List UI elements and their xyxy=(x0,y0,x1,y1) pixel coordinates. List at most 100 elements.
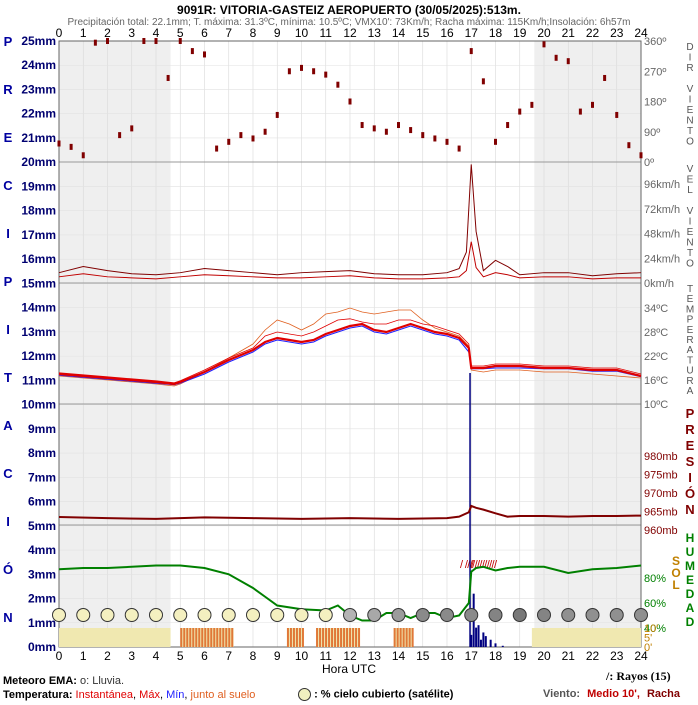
cloud-cover-circle xyxy=(124,608,139,622)
x-tick-label-top: 1 xyxy=(80,26,87,40)
cloud-cover-circle xyxy=(537,608,551,622)
x-tick-label-top: 8 xyxy=(250,26,257,40)
right-tick-label: 40% xyxy=(644,623,666,635)
precip-tick-label: 6mm xyxy=(28,495,56,509)
side-letter-right: Ó xyxy=(685,486,695,501)
x-tick-label-top: 19 xyxy=(513,26,527,40)
precip-tick-label: 3mm xyxy=(28,567,56,581)
viento-medio-label: Medio 10' xyxy=(587,688,637,700)
precip-tick-label: 0mm xyxy=(28,640,56,654)
precip-bar xyxy=(470,634,473,647)
wind-direction-mark xyxy=(142,38,146,44)
cloud-cover-circle xyxy=(609,608,624,622)
side-letter-right: A xyxy=(687,386,694,397)
side-letter-right: U xyxy=(686,545,695,559)
precip-bar xyxy=(477,625,480,647)
precip-tick-label: 25mm xyxy=(21,34,56,48)
cloud-cover-circle xyxy=(100,608,115,622)
x-axis-title: Hora UTC xyxy=(322,662,376,676)
cloud-cover-circle xyxy=(294,608,309,622)
radiation-bar xyxy=(192,628,195,647)
wind-direction-mark xyxy=(433,135,437,142)
right-tick-label: 80% xyxy=(644,573,666,585)
side-letter-left: C xyxy=(3,466,13,481)
right-tick-label: 965mb xyxy=(644,507,678,519)
x-tick-label-bottom: 5 xyxy=(177,649,184,663)
x-tick-label-top: 3 xyxy=(128,26,135,40)
rayo-mark: / xyxy=(471,559,475,571)
radiation-bar xyxy=(301,628,304,647)
precip-bar xyxy=(484,636,487,647)
side-letter-right: D xyxy=(686,615,695,629)
wind-direction-mark xyxy=(118,132,122,139)
wind-direction-mark xyxy=(421,132,425,139)
cloud-cover-circle xyxy=(197,608,212,622)
wind-direction-mark xyxy=(566,58,570,65)
precip-tick-label: 24mm xyxy=(21,58,56,72)
precip-tick-label: 18mm xyxy=(21,204,56,218)
footer-viento: Viento: Medio 10', Racha xyxy=(543,688,680,700)
x-tick-label-bottom: 13 xyxy=(368,649,382,663)
radiation-bar xyxy=(213,628,216,647)
radiation-bar xyxy=(408,628,411,647)
x-tick-label-top: 17 xyxy=(465,26,479,40)
precip-tick-label: 8mm xyxy=(28,446,56,460)
precip-tick-label: 5mm xyxy=(28,519,56,533)
cloud-cover-circle xyxy=(488,608,503,622)
x-tick-label-top: 23 xyxy=(610,26,624,40)
wind-direction-mark xyxy=(518,108,522,115)
radiation-bar xyxy=(331,628,334,647)
wind-direction-mark xyxy=(227,138,231,145)
precip-bar xyxy=(494,643,497,647)
viento-racha-label: Racha xyxy=(646,688,680,700)
temp-inst-line xyxy=(58,322,642,386)
wind-mean-line xyxy=(58,241,641,280)
side-letter-left: T xyxy=(4,370,12,385)
x-tick-label-bottom: 7 xyxy=(225,649,232,663)
insolation-bar xyxy=(286,628,304,647)
wind-direction-mark xyxy=(93,39,97,46)
x-tick-label-top: 2 xyxy=(104,26,111,40)
wind-direction-mark xyxy=(360,122,364,129)
wind-direction-mark xyxy=(348,98,352,105)
x-tick-label-bottom: 0 xyxy=(56,649,63,663)
precip-tick-label: 17mm xyxy=(21,228,56,242)
temp-max-line xyxy=(58,318,642,384)
radiation-bar xyxy=(352,628,355,647)
sun-tick-label: 0' xyxy=(644,642,652,654)
radiation-bar xyxy=(343,628,346,647)
cloud-cover-circle xyxy=(464,608,479,622)
precip-bar xyxy=(475,627,478,647)
radiation-bar xyxy=(358,628,361,647)
footer-temperatura: Temperatura: Instantánea, Máx, Mín, junt… xyxy=(3,689,256,701)
wind-direction-mark xyxy=(409,127,413,134)
side-letter-left: I xyxy=(6,514,10,529)
radiation-bar xyxy=(204,628,207,647)
radiation-bar xyxy=(393,628,396,647)
x-tick-label-top: 5 xyxy=(177,26,184,40)
wind-gust-line xyxy=(58,164,642,277)
side-letter-right: E xyxy=(687,227,694,238)
footer-meteoro: Meteoro EMA: o: Lluvia. xyxy=(3,675,124,687)
x-tick-label-bottom: 15 xyxy=(416,649,430,663)
precip-tick-label: 19mm xyxy=(21,179,56,193)
right-tick-label: 270º xyxy=(644,66,666,78)
x-tick-label-bottom: 23 xyxy=(610,649,624,663)
side-letter-right: E xyxy=(687,175,694,186)
side-letter-left: I xyxy=(6,322,10,337)
rayo-mark: / xyxy=(477,559,481,571)
rayo-mark: / xyxy=(494,559,498,571)
side-letter-left: R xyxy=(3,82,13,97)
side-letter-right: A xyxy=(687,345,694,356)
x-tick-label-bottom: 3 xyxy=(128,649,135,663)
right-tick-label: 96km/h xyxy=(644,179,680,191)
side-letter-right: O xyxy=(686,259,694,270)
sun-tick-label: 5' xyxy=(644,633,652,645)
wind-direction-mark xyxy=(591,101,594,108)
precip-tick-label: 10mm xyxy=(21,398,56,412)
right-tick-label: 24km/h xyxy=(644,253,680,265)
wind-direction-mark xyxy=(530,101,534,108)
radiation-bar xyxy=(346,628,349,647)
cloud-cover-circle xyxy=(391,608,406,622)
right-tick-label: 48km/h xyxy=(644,229,680,241)
